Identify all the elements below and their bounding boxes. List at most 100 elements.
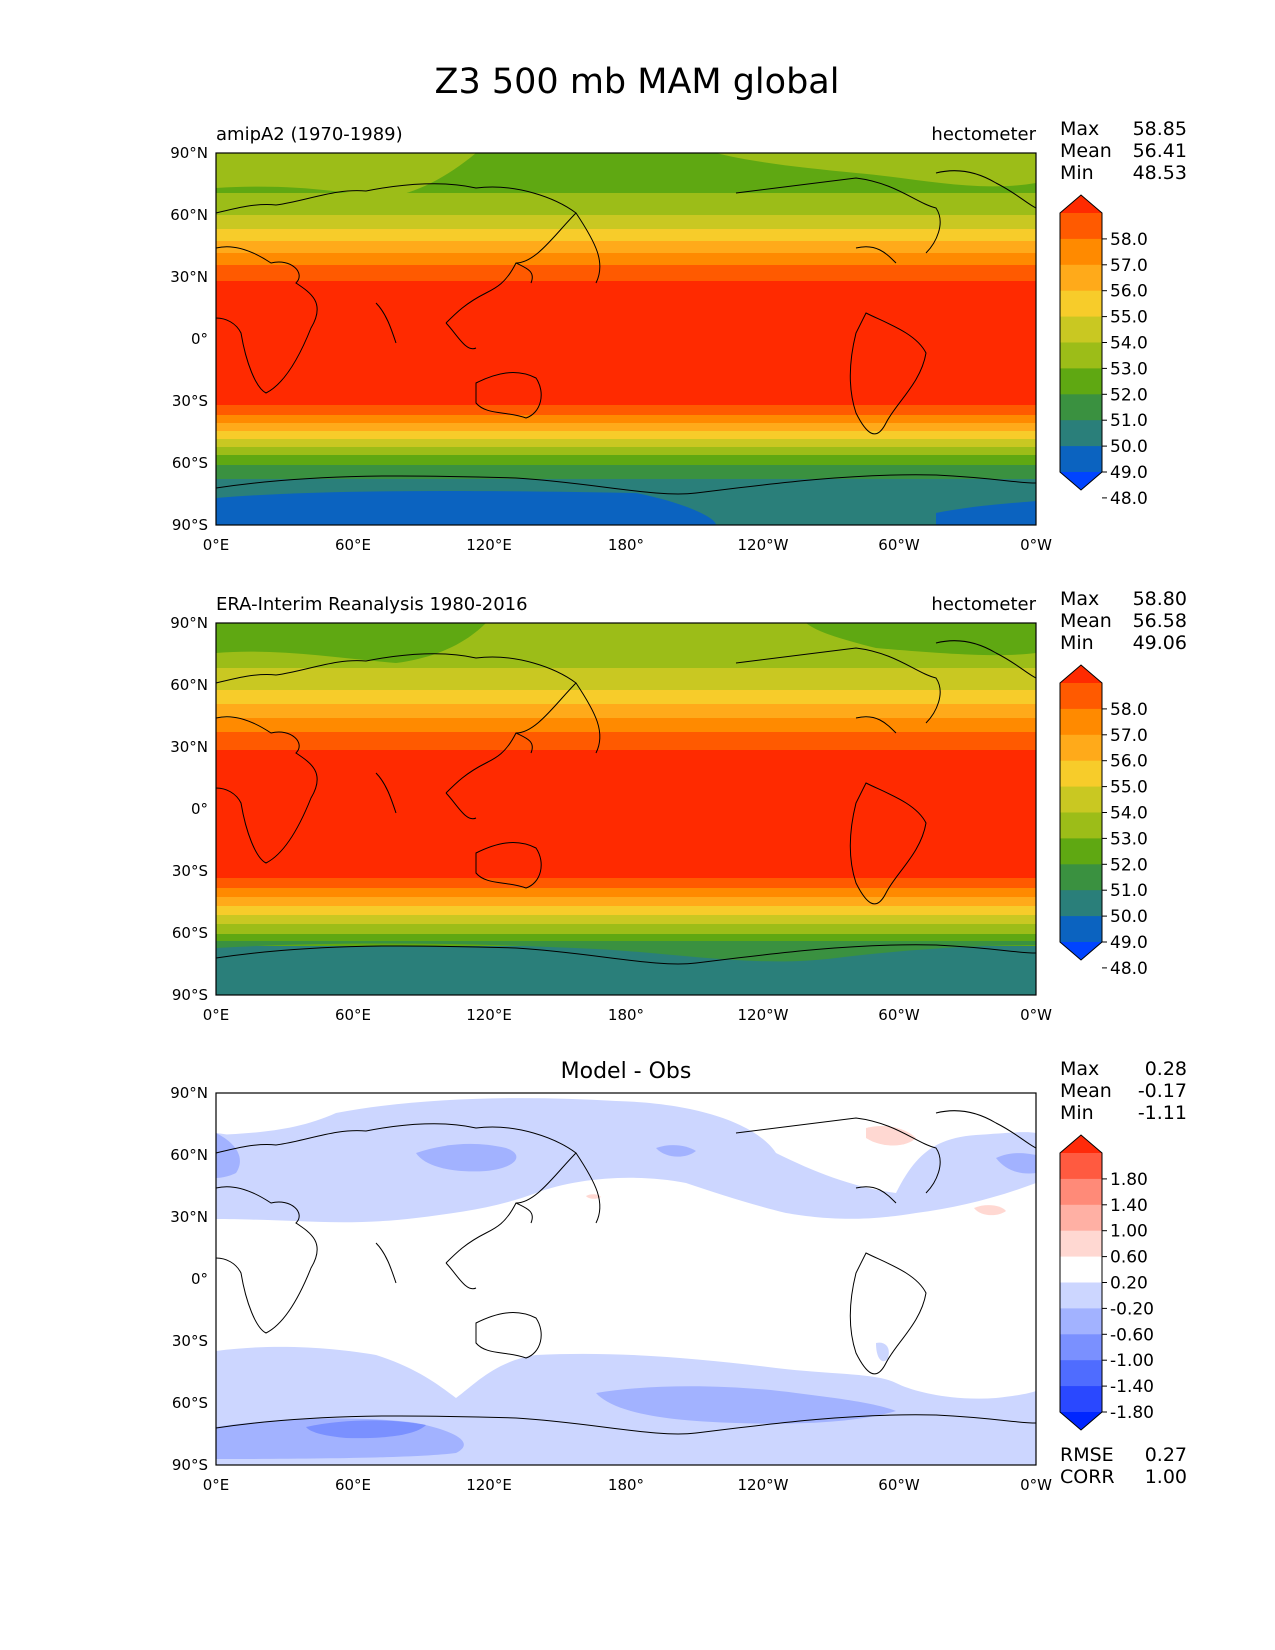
x-tick-label: 0°W — [1020, 1006, 1052, 1024]
colorbar-tick-label: 54.0 — [1110, 334, 1148, 354]
colorbar-segment — [1060, 683, 1102, 710]
colorbar-tick-label: 48.0 — [1110, 489, 1148, 509]
x-tick-label: 180° — [608, 1476, 644, 1494]
stat-value: 1.00 — [1145, 1466, 1187, 1488]
colorbar-tick-label: 52.0 — [1110, 385, 1148, 405]
colorbar-segment — [1060, 864, 1102, 891]
map-plot: 0°E 60°E 120°E 180° 120°W 60°W 0°W 90°N … — [170, 144, 1052, 554]
x-tick-label: 60°E — [335, 536, 371, 554]
y-tick-label: 60°N — [170, 676, 208, 694]
x-tick-label: 120°E — [466, 1476, 512, 1494]
y-tick-label: 0° — [191, 1270, 208, 1288]
colorbar-segment — [1060, 1282, 1102, 1309]
y-tick-label: 60°S — [172, 1394, 208, 1412]
colorbar-extend-top — [1060, 195, 1102, 213]
colorbar-segment — [1060, 213, 1102, 240]
x-tick-label: 0°E — [203, 1006, 230, 1024]
stat-label: Max — [1060, 588, 1099, 610]
colorbar-segment — [1060, 1230, 1102, 1258]
colorbar-segment — [1060, 734, 1102, 762]
colorbar-tick-label: 1.40 — [1110, 1196, 1148, 1216]
stat-label: Min — [1060, 1102, 1094, 1124]
stats: Max 58.85 Mean 56.41 Min 48.53 — [1060, 118, 1187, 184]
colorbar-tick-label: -1.80 — [1110, 1403, 1154, 1423]
colorbar-extend-bottom — [1060, 472, 1102, 490]
x-tick-label: 120°E — [466, 536, 512, 554]
colorbar-tick-label: 58.0 — [1110, 700, 1148, 720]
colorbar-extend-top — [1060, 1135, 1102, 1153]
coastlines — [216, 640, 1036, 965]
colorbar-segment — [1060, 1360, 1102, 1387]
y-tick-label: 0° — [191, 800, 208, 818]
x-tick-label: 180° — [608, 536, 644, 554]
x-tick-label: 60°W — [878, 1006, 920, 1024]
panel-model: amipA2 (1970-1989) hectometer — [170, 118, 1187, 554]
stats: Max 58.80 Mean 56.58 Min 49.06 — [1060, 588, 1187, 654]
stat-value: 56.58 — [1133, 610, 1187, 632]
contour-bands — [216, 153, 1036, 525]
stat-value: -1.11 — [1138, 1102, 1187, 1124]
colorbar-extend-bottom — [1060, 1412, 1102, 1430]
colorbar-tick-label: 1.80 — [1110, 1170, 1148, 1190]
colorbar-tick-label: 53.0 — [1110, 359, 1148, 379]
y-tick-label: 90°S — [172, 986, 208, 1004]
panel-obs: ERA-Interim Reanalysis 1980-2016 hectome… — [170, 588, 1187, 1024]
colorbar-tick-label: 50.0 — [1110, 907, 1148, 927]
figure-title: Z3 500 mb MAM global — [435, 62, 840, 102]
colorbar-tick-label: 55.0 — [1110, 308, 1148, 328]
y-tick-label: 30°S — [172, 392, 208, 410]
x-tick-label: 0°W — [1020, 1476, 1052, 1494]
colorbar-segment — [1060, 1178, 1102, 1206]
stat-value: 48.53 — [1133, 162, 1187, 184]
y-tick-label: 30°N — [170, 1208, 208, 1226]
y-tick-label: 30°S — [172, 862, 208, 880]
stat-label: Min — [1060, 632, 1094, 654]
colorbar-segment — [1060, 342, 1102, 369]
colorbar-tick-label: -1.40 — [1110, 1377, 1154, 1397]
x-tick-label: 120°W — [738, 1006, 789, 1024]
colorbar-tick-label: 51.0 — [1110, 411, 1148, 431]
colorbar-extend-bottom — [1060, 942, 1102, 960]
y-tick-label: 0° — [191, 330, 208, 348]
y-ticks: 90°N 60°N 30°N 0° 30°S 60°S 90°S — [170, 1084, 208, 1474]
panel-left-title: ERA-Interim Reanalysis 1980-2016 — [216, 594, 528, 615]
y-tick-label: 60°N — [170, 206, 208, 224]
coastlines — [216, 170, 1036, 495]
colorbar-segment — [1060, 708, 1102, 736]
colorbar-tick-label: 1.00 — [1110, 1222, 1148, 1242]
stat-label: CORR — [1060, 1466, 1115, 1488]
y-tick-label: 90°N — [170, 1084, 208, 1102]
y-tick-label: 90°N — [170, 144, 208, 162]
x-ticks: 0°E 60°E 120°E 180° 120°W 60°W 0°W — [203, 1476, 1052, 1494]
x-ticks: 0°E 60°E 120°E 180° 120°W 60°W 0°W — [203, 1006, 1052, 1024]
colorbar: 58.0 57.0 56.0 55.0 54.0 53.0 52.0 51.0 50.0 49.0… — [1059, 664, 1148, 979]
colorbar-segment — [1060, 264, 1102, 292]
colorbar-segment — [1060, 420, 1102, 447]
colorbar-tick-label: 58.0 — [1110, 230, 1148, 250]
stat-value: 58.85 — [1133, 118, 1187, 140]
y-tick-label: 90°N — [170, 614, 208, 632]
map-plot: 0°E 60°E 120°E 180° 120°W 60°W 0°W 90°N … — [170, 1084, 1052, 1494]
y-tick-label: 30°N — [170, 268, 208, 286]
x-tick-label: 120°W — [738, 536, 789, 554]
panel-center-title: Model - Obs — [561, 1059, 692, 1084]
stat-value: -0.17 — [1138, 1080, 1187, 1102]
colorbar-segment — [1060, 1308, 1102, 1335]
colorbar-tick-label: 52.0 — [1110, 855, 1148, 875]
colorbar-tick-label: 48.0 — [1110, 959, 1148, 979]
x-tick-label: 0°E — [203, 536, 230, 554]
x-tick-label: 60°W — [878, 1476, 920, 1494]
x-tick-label: 0°E — [203, 1476, 230, 1494]
y-tick-label: 30°N — [170, 738, 208, 756]
stat-value: 56.41 — [1133, 140, 1187, 162]
x-tick-label: 120°W — [738, 1476, 789, 1494]
colorbar-tick-label: 0.20 — [1110, 1274, 1148, 1294]
panel-difference: Model - Obs — [170, 1058, 1187, 1494]
x-tick-label: 0°W — [1020, 536, 1052, 554]
colorbar-segment — [1060, 1386, 1102, 1413]
contour-bands — [216, 1098, 1036, 1465]
colorbar-segment — [1060, 446, 1102, 473]
colorbar: 58.0 57.0 56.0 55.0 54.0 53.0 52.0 51.0 50.0 49.0… — [1059, 194, 1148, 509]
stat-label: Max — [1060, 1058, 1099, 1080]
